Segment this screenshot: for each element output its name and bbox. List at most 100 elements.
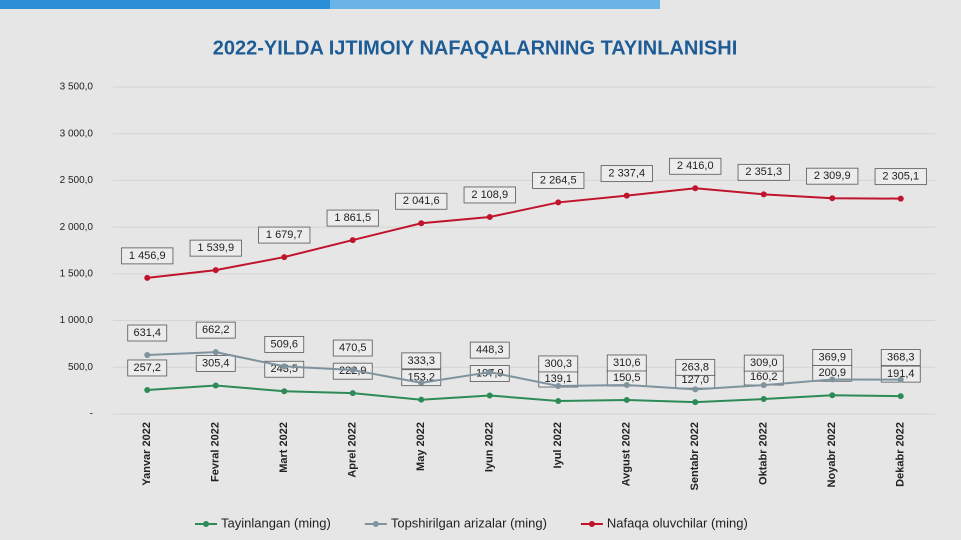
data-point [692,386,699,393]
data-label: 2 041,6 [395,192,448,210]
label-box [127,324,168,342]
value-label: 448,3 [476,344,504,356]
x-tick-label: Avgust 2022 [621,422,633,486]
label-box [121,247,174,265]
data-label: 470,5 [332,339,373,357]
data-point [829,392,836,399]
data-label: 191,4 [880,365,921,383]
data-point [760,396,767,403]
data-label: 1 861,5 [326,209,379,227]
data-point [760,191,767,198]
data-label: 310,6 [606,354,647,372]
label-box [401,352,442,370]
x-tick-label: Yanvar 2022 [141,422,153,486]
legend-label: Topshirilgan arizalar (ming) [391,515,547,530]
data-label: 2 416,0 [669,157,722,175]
value-label: 2 337,4 [608,168,645,180]
data-label: 2 264,5 [532,172,585,189]
data-point [897,393,904,400]
x-tick-label: Noyabr 2022 [826,422,838,487]
label-box [675,358,716,376]
data-point [692,185,699,192]
data-label: 2 108,9 [463,186,516,204]
value-label: 470,5 [339,342,367,354]
data-label: 127,0 [675,371,716,389]
y-tick-label: 500,0 [68,362,93,373]
data-label: 2 337,4 [600,165,653,183]
x-tick-label: Oktabr 2022 [758,422,770,485]
series-line [147,351,901,391]
y-tick-label: 1 500,0 [60,268,94,279]
x-tick-label: Sentabr 2022 [689,422,701,490]
x-tick-label: May 2022 [415,422,427,471]
data-point [623,192,630,199]
legend-label: Tayinlangan (ming) [221,515,331,530]
label-box [395,192,448,210]
y-tick-label: 3 500,0 [60,82,94,93]
value-label: 631,4 [133,327,161,339]
y-tick-label: 2 000,0 [60,222,94,233]
value-label: 160,2 [750,371,778,383]
value-label: 305,4 [202,357,230,369]
label-box [538,355,579,373]
data-point [897,195,904,202]
data-point [486,392,493,399]
value-label: 150,5 [613,372,641,384]
data-label: 2 351,3 [737,163,790,181]
data-point [349,237,356,244]
label-box [874,168,927,186]
data-label: 300,3 [538,355,579,373]
label-box [600,165,653,183]
data-label: 2 305,1 [874,168,927,186]
data-point [418,396,425,403]
label-box [532,172,585,189]
label-box [127,359,168,377]
label-box [880,349,921,366]
value-label: 333,3 [407,355,435,367]
value-label: 139,1 [544,373,572,385]
value-label: 2 305,1 [882,171,919,183]
value-label: 369,9 [818,351,846,363]
data-point [555,398,562,405]
data-point [486,369,493,376]
x-tick-label: Aprel 2022 [347,422,359,478]
data-label: 1 679,7 [258,226,311,244]
data-point [692,399,699,406]
value-label: 127,0 [681,374,709,386]
top-band [0,0,330,9]
data-label: 448,3 [469,341,510,359]
label-box [463,186,516,204]
label-box [737,163,790,181]
value-label: 2 416,0 [677,160,714,172]
value-label: 2 351,3 [745,166,782,178]
data-point [623,381,630,388]
data-point [212,382,219,389]
x-tick-label: Iyul 2022 [552,422,564,468]
data-label: 257,2 [127,359,168,377]
label-box [264,335,305,353]
series-line [147,384,901,404]
data-point [760,382,767,389]
data-label: 509,6 [264,335,305,353]
label-box [743,354,784,372]
value-label: 2 041,6 [403,195,440,207]
label-box [606,354,647,372]
x-tick-label: Iyun 2022 [484,422,496,472]
label-box [195,321,236,339]
label-box [195,355,236,372]
value-label: 1 456,9 [129,250,166,262]
value-label: 191,4 [887,368,915,380]
value-label: 2 108,9 [471,189,508,201]
y-tick-label: 1 000,0 [60,315,94,326]
data-label: 160,2 [743,368,784,386]
series-line [147,187,901,279]
data-point [349,367,356,374]
value-label: 1 861,5 [334,212,371,224]
value-label: 200,9 [818,367,846,379]
legend-label: Nafaqa oluvchilar (ming) [607,515,748,530]
value-label: 509,6 [270,338,298,350]
value-label: 2 309,9 [814,170,851,182]
data-point [212,267,219,274]
